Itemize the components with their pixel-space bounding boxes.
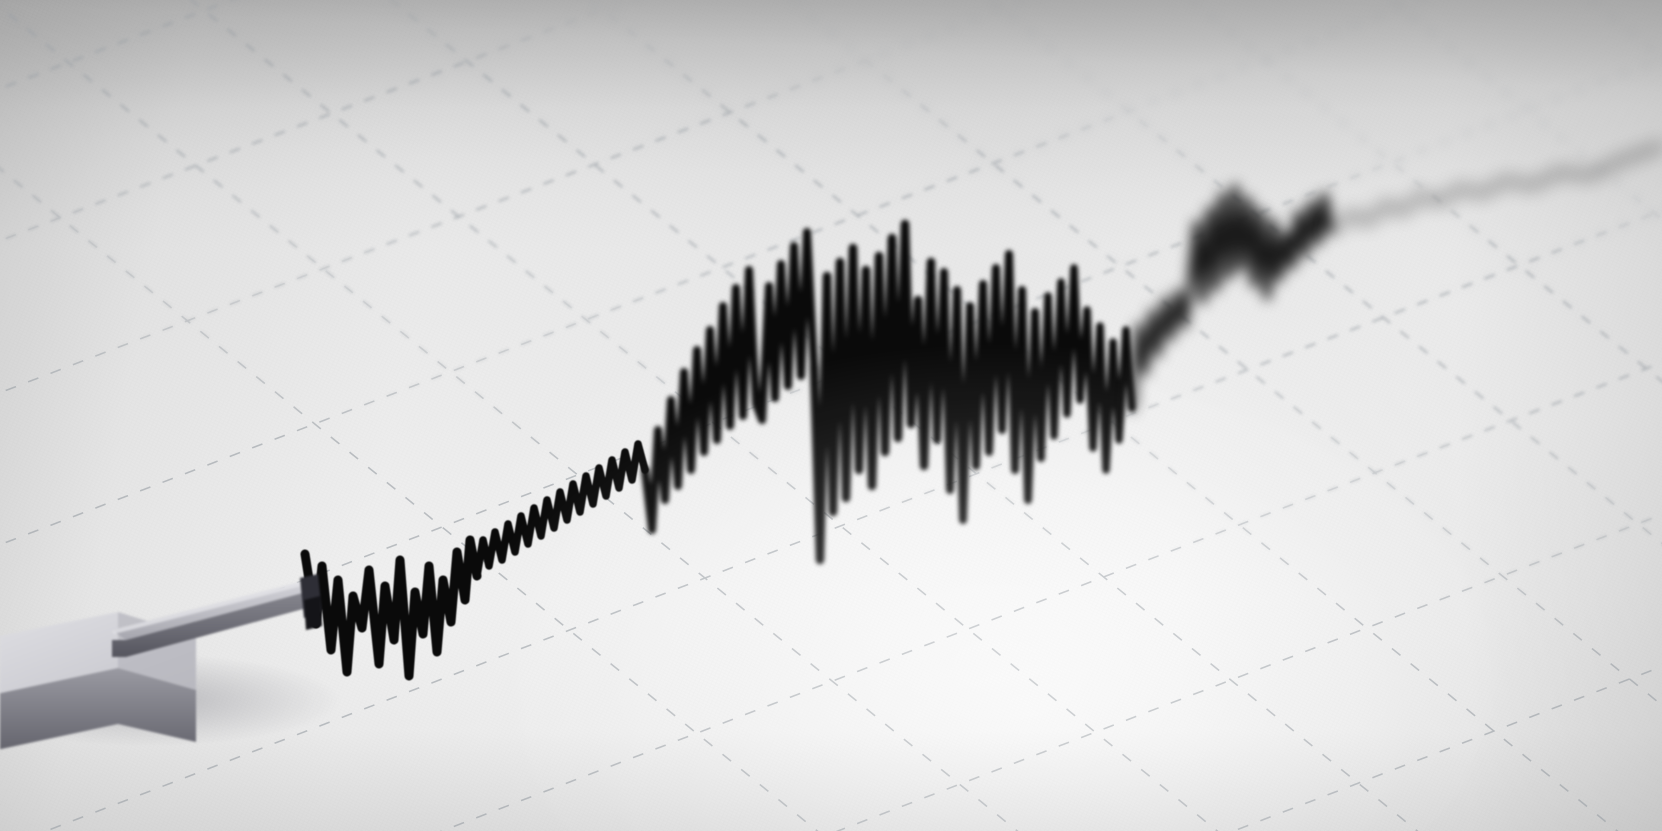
trace-phase-main-shock [641,219,1136,565]
trace-phase-coda-and-aftershock [1128,184,1334,412]
stylus-pen-tip [300,574,322,630]
stylus-arm [112,582,314,657]
trace-phase-onset-and-quiet [300,440,649,681]
trace-phase-tail [1327,143,1662,233]
